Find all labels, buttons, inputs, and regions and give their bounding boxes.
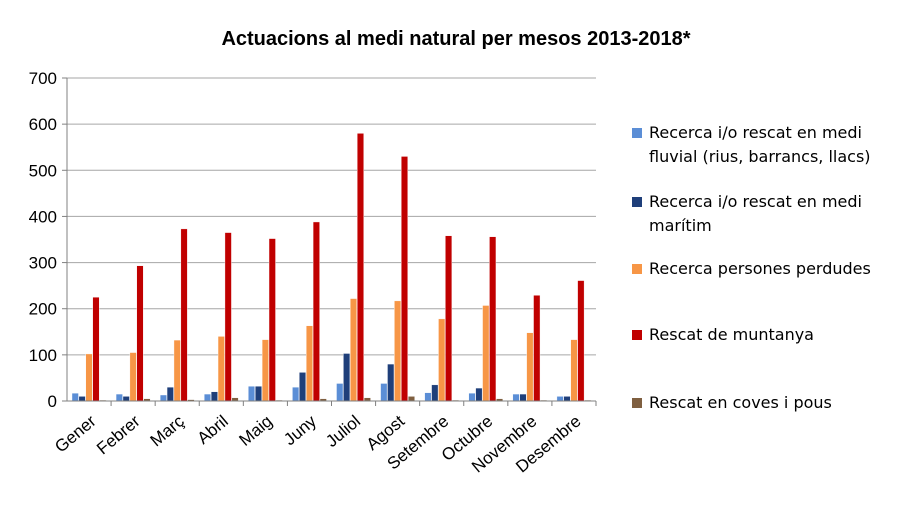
bar-3 bbox=[350, 298, 357, 402]
legend-swatch bbox=[632, 197, 642, 207]
y-tick-label: 700 bbox=[29, 69, 57, 88]
x-tick-label: Febrer bbox=[93, 411, 144, 458]
bar-4 bbox=[533, 295, 541, 402]
bar-5 bbox=[407, 396, 415, 402]
bar-1 bbox=[424, 392, 432, 402]
legend-swatch bbox=[632, 330, 642, 340]
bar-3 bbox=[570, 339, 578, 402]
bar-1 bbox=[380, 383, 388, 402]
legend-swatch bbox=[632, 264, 642, 274]
bar-3 bbox=[173, 339, 181, 402]
legend: Recerca i/o rescat en medi fluvial (rius,… bbox=[632, 123, 871, 412]
bar-1 bbox=[204, 393, 211, 402]
legend-label: Recerca persones perdudes bbox=[649, 259, 871, 278]
bar-2 bbox=[255, 386, 262, 402]
bar-3 bbox=[306, 325, 313, 402]
bar-4 bbox=[356, 133, 364, 402]
bar-4 bbox=[489, 236, 497, 402]
bar-3 bbox=[526, 332, 534, 402]
bar-4 bbox=[136, 265, 144, 402]
x-tick-label: Març bbox=[147, 411, 189, 450]
bars bbox=[71, 133, 592, 402]
bar-3 bbox=[482, 305, 490, 402]
bar-4 bbox=[224, 232, 232, 402]
bar-4 bbox=[445, 235, 453, 402]
gridlines bbox=[67, 77, 596, 402]
bar-4 bbox=[577, 280, 585, 402]
legend-label: Recerca i/o rescat en medi bbox=[649, 192, 862, 211]
bar-4 bbox=[180, 228, 188, 402]
y-tick-label: 500 bbox=[29, 161, 57, 180]
y-axis: 0 100 200 300 400 500 600 700 bbox=[29, 69, 68, 411]
legend-label: Recerca i/o rescat en medi bbox=[649, 123, 862, 142]
bar-1 bbox=[159, 394, 167, 402]
bar-3 bbox=[438, 318, 446, 402]
bar-2 bbox=[431, 384, 439, 402]
legend-swatch bbox=[632, 398, 642, 408]
x-tick-label: Abril bbox=[194, 412, 232, 448]
y-tick-label: 600 bbox=[29, 115, 57, 134]
y-tick-label: 100 bbox=[29, 346, 57, 365]
bar-3 bbox=[394, 300, 402, 402]
y-tick-label: 300 bbox=[29, 254, 57, 273]
legend-label: marítim bbox=[649, 216, 712, 235]
bar-3 bbox=[261, 339, 269, 402]
y-tick-label: 200 bbox=[29, 300, 57, 319]
legend-label: Rescat de muntanya bbox=[649, 325, 814, 344]
bar-2 bbox=[563, 396, 571, 402]
bar-2 bbox=[387, 363, 395, 402]
bar-2 bbox=[78, 396, 86, 402]
bar-2 bbox=[166, 386, 174, 402]
bar-1 bbox=[115, 393, 123, 402]
bar-4 bbox=[312, 221, 320, 402]
bar-1 bbox=[512, 393, 520, 402]
x-tick-label: Juliol bbox=[322, 412, 364, 451]
bar-3 bbox=[217, 336, 225, 402]
bar-1 bbox=[336, 383, 344, 402]
bar-1 bbox=[71, 392, 79, 402]
legend-swatch bbox=[632, 128, 642, 138]
x-tick-label: Gener bbox=[51, 411, 100, 456]
bar-2 bbox=[519, 393, 527, 402]
bar-2 bbox=[122, 396, 130, 402]
legend-label: fluvial (rius, barrancs, llacs) bbox=[649, 147, 871, 166]
bar-1 bbox=[556, 396, 564, 402]
chart-title: Actuacions al medi natural per mesos 201… bbox=[221, 28, 690, 50]
legend-label: Rescat en coves i pous bbox=[649, 393, 832, 412]
bar-2 bbox=[210, 391, 218, 402]
bar-1 bbox=[248, 386, 256, 402]
x-tick-label: Maig bbox=[235, 412, 275, 450]
bar-2 bbox=[343, 353, 351, 402]
bar-1 bbox=[292, 386, 300, 402]
bar-2 bbox=[475, 387, 483, 402]
bar-3 bbox=[129, 352, 137, 402]
bar-4 bbox=[401, 156, 408, 402]
bar-1 bbox=[468, 392, 476, 402]
bar-4 bbox=[92, 296, 100, 402]
y-tick-label: 0 bbox=[48, 392, 57, 411]
bar-3 bbox=[85, 353, 93, 402]
y-tick-label: 400 bbox=[29, 207, 57, 226]
bar-2 bbox=[299, 372, 307, 402]
x-tick-label: Juny bbox=[280, 411, 320, 449]
bar-4 bbox=[268, 238, 276, 402]
